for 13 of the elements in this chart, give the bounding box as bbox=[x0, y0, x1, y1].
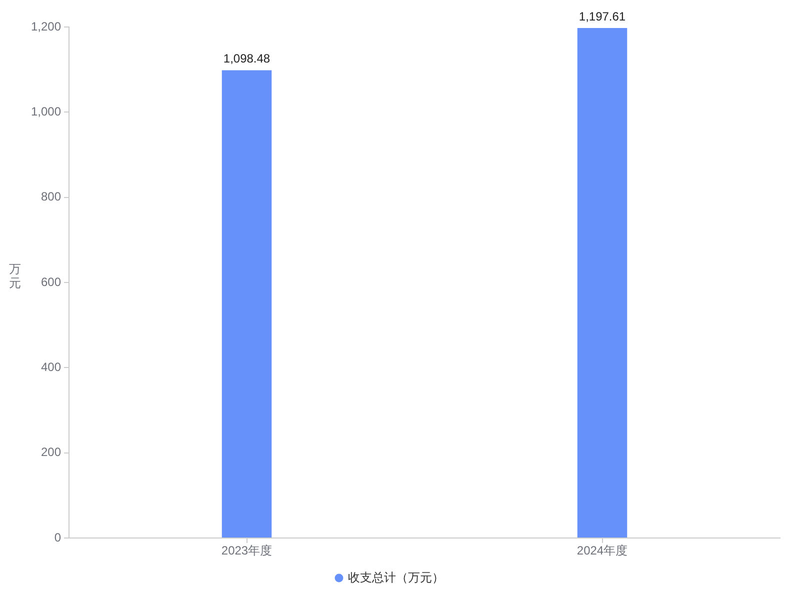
y-tick-label: 600 bbox=[40, 274, 62, 289]
y-tick-label: 1,200 bbox=[30, 19, 62, 34]
x-tick-label: 2024年度 bbox=[576, 544, 628, 558]
y-tick-label: 1,000 bbox=[30, 104, 62, 118]
y-tick-label: 800 bbox=[40, 190, 62, 204]
y-tick-label: 0 bbox=[54, 530, 62, 544]
y-tick-label: 200 bbox=[40, 445, 62, 460]
y-tick-label: 400 bbox=[40, 360, 62, 374]
y-axis-title: 万元 bbox=[9, 262, 22, 290]
x-tick-label: 2023年度 bbox=[221, 544, 272, 558]
data-label: 1,197.61 bbox=[578, 9, 626, 24]
legend-label: 收支总计（万元） bbox=[348, 570, 444, 584]
data-label: 1,098.48 bbox=[223, 52, 270, 66]
